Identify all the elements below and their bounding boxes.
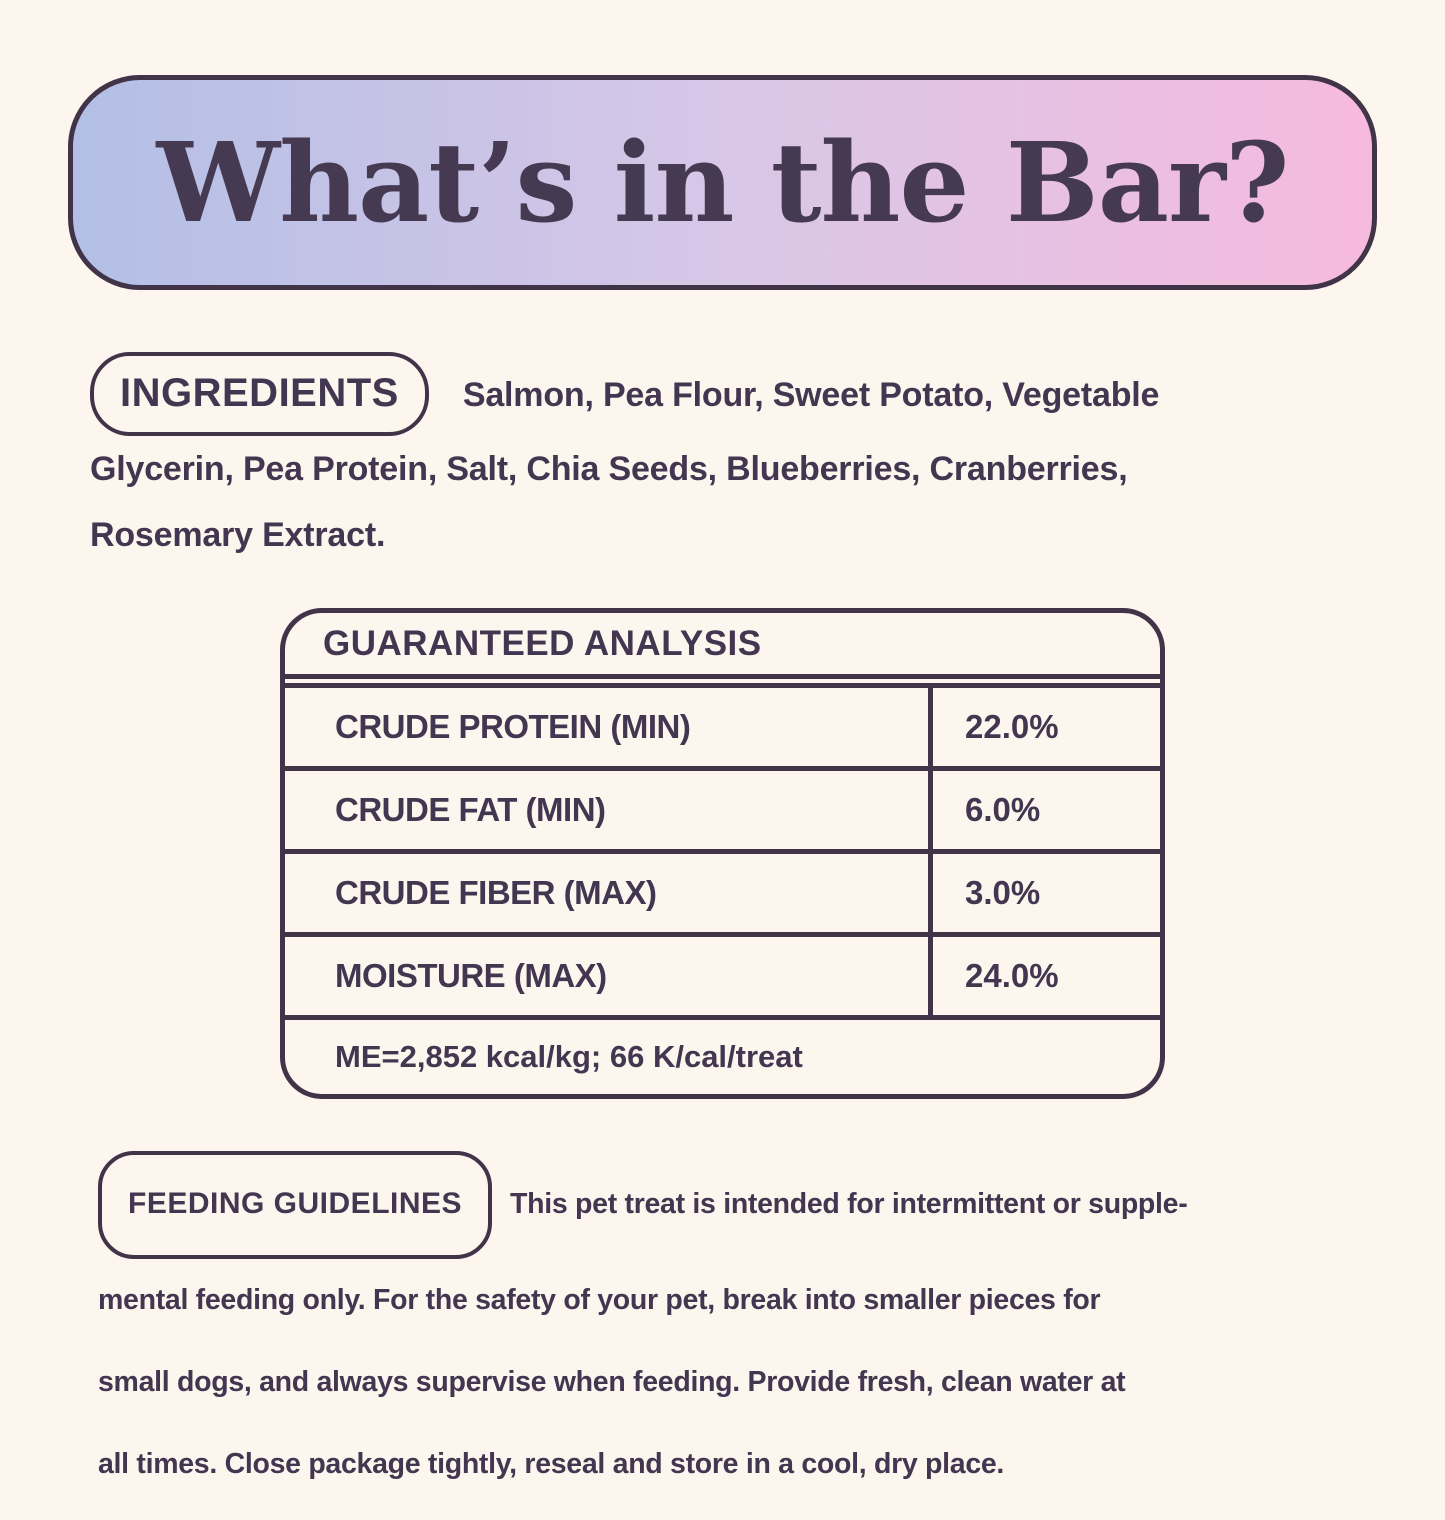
feeding-guidelines-label-pill: FEEDING GUIDELINES: [98, 1151, 493, 1259]
ingredients-label: INGREDIENTS: [120, 371, 399, 415]
analysis-header-divider: [285, 679, 1160, 688]
row-label: MOISTURE (MAX): [335, 957, 607, 994]
row-value: 3.0%: [928, 854, 1160, 932]
analysis-footnote-row: ME=2,852 kcal/kg; 66 K/cal/treat: [285, 1020, 1160, 1094]
analysis-header-row: GUARANTEED ANALYSIS: [285, 613, 1160, 679]
row-label: CRUDE FIBER (MAX): [335, 874, 657, 911]
table-row-moisture: MOISTURE (MAX) 24.0%: [285, 937, 1160, 1020]
table-row-crude-protein: CRUDE PROTEIN (MIN) 22.0%: [285, 688, 1160, 771]
analysis-title: GUARANTEED ANALYSIS: [323, 623, 762, 663]
guaranteed-analysis-table: GUARANTEED ANALYSIS CRUDE PROTEIN (MIN) …: [280, 608, 1165, 1099]
table-row-crude-fiber: CRUDE FIBER (MAX) 3.0%: [285, 854, 1160, 937]
label-page: { "page": { "background_color": "#fdf6ee…: [0, 75, 1445, 1520]
row-value: 24.0%: [928, 937, 1160, 1015]
row-value: 22.0%: [928, 688, 1160, 766]
row-value: 6.0%: [928, 771, 1160, 849]
table-row-crude-fat: CRUDE FAT (MIN) 6.0%: [285, 771, 1160, 854]
page-title: What’s in the Bar?: [156, 118, 1290, 247]
feeding-guidelines-label: FEEDING GUIDELINES: [128, 1187, 463, 1220]
analysis-footnote: ME=2,852 kcal/kg; 66 K/cal/treat: [335, 1039, 803, 1074]
row-label: CRUDE PROTEIN (MIN): [335, 708, 691, 745]
title-banner: What’s in the Bar?: [68, 75, 1377, 290]
ingredients-section: INGREDIENTS Salmon, Pea Flour, Sweet Pota…: [90, 352, 1395, 568]
ingredients-text: Salmon, Pea Flour, Sweet Potato, Vegetab…: [90, 376, 1160, 554]
feeding-guidelines-section: FEEDING GUIDELINES This pet treat is inte…: [98, 1151, 1405, 1505]
row-label: CRUDE FAT (MIN): [335, 791, 606, 828]
ingredients-label-pill: INGREDIENTS: [90, 352, 429, 436]
